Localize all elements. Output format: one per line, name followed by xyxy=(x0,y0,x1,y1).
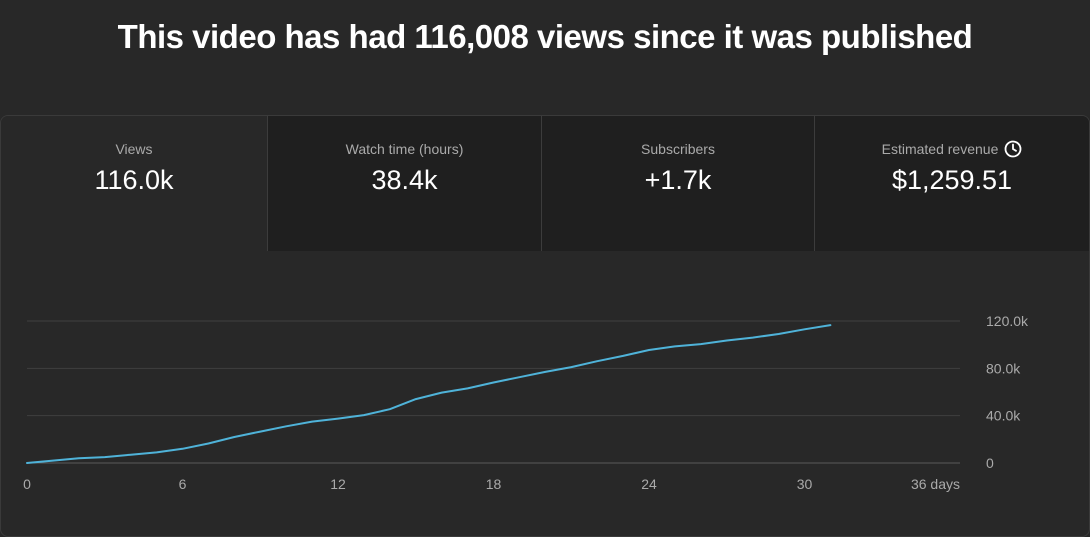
clock-icon[interactable] xyxy=(1004,140,1022,158)
metric-tabs: Views 116.0k Watch time (hours) 38.4k Su… xyxy=(1,116,1089,251)
x-tick-label: 6 xyxy=(179,476,187,492)
views-chart: 0 40.0k 80.0k 120.0k 0 6 12 18 24 30 36 days xyxy=(23,313,1029,492)
y-tick-label: 40.0k xyxy=(986,408,1021,424)
y-tick-label: 0 xyxy=(986,455,994,471)
tab-views-value: 116.0k xyxy=(94,165,174,195)
tab-subscribers-value: +1.7k xyxy=(644,165,712,195)
tab-estimated-revenue-label-row: Estimated revenue xyxy=(815,140,1089,158)
analytics-panel: Views 116.0k Watch time (hours) 38.4k Su… xyxy=(0,115,1090,537)
page-headline: This video has had 116,008 views since i… xyxy=(117,18,973,55)
tab-watch-time-label: Watch time (hours) xyxy=(345,141,464,157)
x-tick-label: 30 xyxy=(797,476,813,492)
x-tick-label: 24 xyxy=(641,476,657,492)
x-tick-label: 18 xyxy=(486,476,502,492)
tab-watch-time[interactable]: Watch time (hours) 38.4k xyxy=(268,116,542,251)
x-tick-label: 36 days xyxy=(911,476,960,492)
x-tick-label: 0 xyxy=(23,476,31,492)
tab-estimated-revenue-value: $1,259.51 xyxy=(891,165,1013,195)
tab-views[interactable]: Views 116.0k xyxy=(1,116,268,251)
views-series-line xyxy=(26,324,832,464)
y-tick-label: 80.0k xyxy=(986,360,1021,376)
tab-subscribers-label: Subscribers xyxy=(641,141,715,157)
tab-estimated-revenue-label: Estimated revenue xyxy=(881,141,999,157)
tab-views-label: Views xyxy=(115,141,153,157)
views-line-chart: 0 40.0k 80.0k 120.0k 0 6 12 18 24 30 36 days xyxy=(23,313,1029,492)
x-tick-label: 12 xyxy=(330,476,346,492)
tab-estimated-revenue[interactable]: Estimated revenue $1,259.51 xyxy=(815,116,1089,251)
y-tick-label: 120.0k xyxy=(986,313,1029,329)
tab-subscribers[interactable]: Subscribers +1.7k xyxy=(542,116,815,251)
tab-watch-time-value: 38.4k xyxy=(371,165,438,195)
